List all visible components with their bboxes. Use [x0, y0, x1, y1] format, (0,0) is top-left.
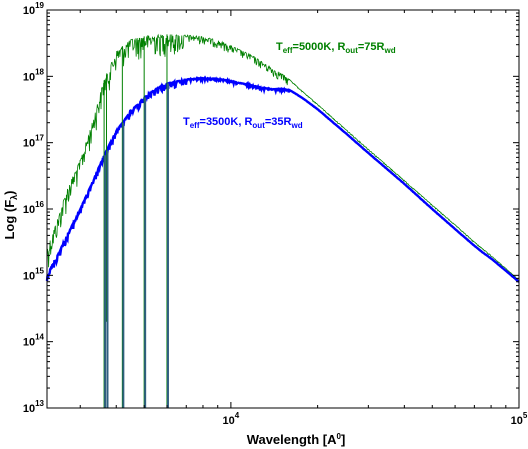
ylabel-end: )	[2, 190, 17, 194]
xtick-label-1: 105	[511, 411, 528, 427]
ticks-layer: 1013 1014 1015 1016 1017 1018 1019 104 105	[23, 1, 528, 427]
ytick-label-5: 1018	[23, 67, 45, 83]
ann-green-endsub: wd	[383, 46, 395, 55]
ann-blue-tsub: eff	[190, 121, 200, 130]
ann-blue-end: =35R	[265, 116, 292, 128]
ytick-label-6: 1019	[23, 1, 45, 17]
ylabel: Log (Fλ)	[2, 190, 19, 239]
ann-blue-mid: =3500K, R	[200, 116, 253, 128]
xlabel: Wavelength [A0]	[247, 432, 346, 447]
series-layer	[45, 33, 520, 408]
annotation-blue: Teff=3500K, Rout=35Rwd	[183, 116, 303, 130]
ann-blue-t: T	[183, 116, 190, 128]
ylabel-sub: λ	[9, 195, 19, 200]
ann-green-rsub: out	[345, 46, 358, 55]
ann-green-tsub: eff	[283, 46, 293, 55]
ann-blue-endsub: wd	[290, 121, 302, 130]
ann-green-mid: =5000K, R	[293, 41, 346, 53]
series-blue-line	[45, 75, 520, 283]
xlabel-end: ]	[341, 432, 345, 447]
ytick-label-2: 1015	[23, 266, 45, 282]
ylabel-main: Log (F	[2, 200, 17, 240]
xtick-label-0: 104	[223, 411, 240, 427]
ytick-label-1: 1014	[23, 333, 45, 349]
ann-blue-rsub: out	[252, 121, 265, 130]
xlabel-sup: 0	[337, 432, 342, 441]
ytick-label-3: 1016	[23, 200, 45, 216]
annotation-green: Teff=5000K, Rout=75Rwd	[276, 41, 396, 55]
ytick-label-4: 1017	[23, 134, 45, 150]
ann-green-end: =75R	[358, 41, 385, 53]
series-green-line	[46, 33, 520, 282]
ytick-label-0: 1013	[23, 399, 45, 415]
ann-green-t: T	[276, 41, 283, 53]
plot-frame	[46, 9, 520, 409]
xlabel-main: Wavelength [A	[247, 432, 337, 447]
